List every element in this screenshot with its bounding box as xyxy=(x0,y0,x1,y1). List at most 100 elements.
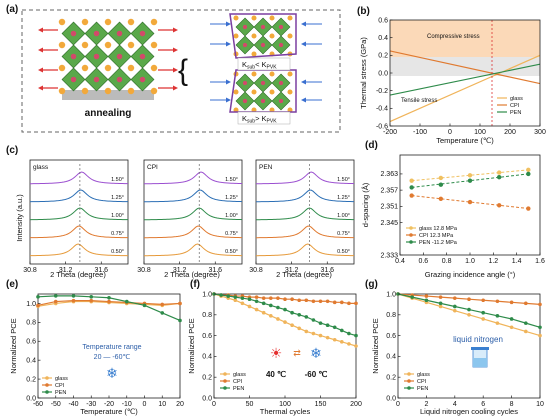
atom-dot xyxy=(104,87,112,95)
panel-f-point xyxy=(297,298,302,303)
panel-f-point xyxy=(340,340,344,344)
panel-c-ylabel: Intensity (a.u.) xyxy=(15,194,24,242)
atom-dot xyxy=(150,87,158,95)
panel-b-label: (b) xyxy=(357,6,370,17)
panel-c-subplot-cpi: CPI 0.50° 0.75° 1.00° 1.25° 1.50° 30.8 31.2 31.6 xyxy=(137,159,243,274)
arrowhead-icon xyxy=(38,47,43,53)
arrows-left xyxy=(38,21,322,103)
arrowhead-icon xyxy=(38,67,43,73)
panel-b-legend-label: glass xyxy=(510,96,523,102)
panel-e-point xyxy=(36,303,40,308)
panel-a-schematic: annealing { Ksub< KPVK Ksub> KPVK xyxy=(21,9,341,133)
panel-c-xlabel-2: 2 Theta (degree) xyxy=(164,270,220,279)
panel-d-legend-label: PEN -11.2 MPa xyxy=(419,240,458,246)
atom-dot xyxy=(287,33,293,39)
ineq-bottom: Ksub> KPVK xyxy=(242,114,277,125)
panel-c-angle-label: 1.25° xyxy=(337,195,350,201)
panel-e-ytick-label: 0.2 xyxy=(26,376,36,383)
panel-b-ylabel: Thermal stress (GPa) xyxy=(359,37,368,109)
panel-c-chart: glass 0.50° 0.75° 1.00° 1.25° 1.50° 30.8 31.2 31… xyxy=(15,159,355,279)
lattice-left xyxy=(58,18,158,100)
panel-c-curve xyxy=(255,189,355,203)
atom-dot xyxy=(233,15,239,21)
panel-e-point xyxy=(178,301,182,306)
atom-dot xyxy=(127,87,135,95)
panel-f-point xyxy=(354,344,358,348)
panel-b-legend-label: PEN xyxy=(510,110,521,116)
panel-e-legend-label: CPI xyxy=(55,383,65,389)
panel-d-fit-line xyxy=(411,173,529,188)
atom-dot xyxy=(81,64,89,72)
panel-e-point xyxy=(53,299,58,304)
compressive-label: Compressive stress xyxy=(427,34,480,40)
cation-dot xyxy=(139,30,146,37)
panel-c-xtick-label: 31.2 xyxy=(59,267,73,274)
panel-f-legend-label: glass xyxy=(233,372,246,378)
panel-f-ytick-label: 0.6 xyxy=(202,333,212,340)
tensile-region xyxy=(390,57,540,76)
panel-g-ytick-label: 0.2 xyxy=(386,375,396,382)
panel-f-point xyxy=(290,323,294,328)
panel-d-point xyxy=(409,193,414,198)
panel-g-legend-label: CPI xyxy=(417,379,427,385)
strain-frame-top xyxy=(229,13,297,59)
panel-d-point xyxy=(409,185,414,190)
panel-c-subplot-title: PEN xyxy=(259,164,273,171)
cation-dot xyxy=(278,42,284,48)
panel-d-legend-marker xyxy=(409,240,413,244)
arrowhead-icon xyxy=(301,97,306,103)
arrowhead-icon xyxy=(226,97,231,103)
panel-b-xtick-label: -100 xyxy=(413,129,427,136)
panel-g-point xyxy=(524,329,528,334)
panel-e-point xyxy=(71,298,76,303)
panel-f-label: (f) xyxy=(190,279,200,290)
annealing-label: annealing xyxy=(85,108,132,119)
panel-e-point xyxy=(160,311,165,315)
panel-f-point xyxy=(332,325,337,330)
panel-b-ytick-label: 0.2 xyxy=(378,53,388,60)
atom-dot xyxy=(287,71,293,77)
panel-f-point xyxy=(269,314,273,318)
cation-dot xyxy=(242,80,248,86)
panel-d-xtick-label: 1.4 xyxy=(512,258,522,265)
panel-d-ytick-label: 2.351 xyxy=(380,204,398,211)
panel-c-xtick-label: 31.2 xyxy=(173,267,187,274)
panel-g-ylabel: Normalized PCE xyxy=(371,318,380,373)
panel-d-xtick-label: 1.6 xyxy=(535,258,545,265)
panel-g-legend-label: glass xyxy=(417,372,430,378)
panel-e-xtick-label: -10 xyxy=(122,401,132,408)
flask-icon xyxy=(471,347,489,368)
panel-e-ytick-label: 0.6 xyxy=(26,339,36,346)
panel-c-angle-label: 1.00° xyxy=(225,213,238,219)
atom-dot xyxy=(81,18,89,26)
panel-c-angle-label: 1.00° xyxy=(111,213,124,219)
panel-g-axes xyxy=(397,293,541,399)
panel-f-legend-label: PEN xyxy=(233,386,244,392)
panel-d-point xyxy=(496,203,502,208)
panel-f-point xyxy=(290,297,294,302)
panel-g-point xyxy=(524,301,528,306)
panel-e-ytick-label: 1.0 xyxy=(26,301,36,308)
panel-d-point xyxy=(496,174,502,180)
panel-g-point xyxy=(495,299,500,304)
panel-d-xtick-label: 0.8 xyxy=(442,258,452,265)
panel-g-legend-label: PEN xyxy=(417,386,428,392)
panel-f-point xyxy=(226,294,230,298)
panel-c-curve xyxy=(255,225,355,239)
panel-f-point xyxy=(254,307,259,312)
atom-dot xyxy=(251,33,257,39)
panel-f-point xyxy=(219,293,223,297)
panel-f-point xyxy=(290,310,294,315)
atom-dot xyxy=(233,89,239,95)
panel-f-xtick-label: 150 xyxy=(315,401,327,408)
panel-g-point xyxy=(524,321,528,325)
cation-dot xyxy=(260,98,266,104)
panel-g-point xyxy=(495,321,500,325)
panel-g-legend-marker xyxy=(407,372,411,376)
panel-g-point xyxy=(453,308,457,313)
panel-c-angle-label: 0.75° xyxy=(111,231,124,237)
panel-g-point xyxy=(538,325,542,330)
panel-g-point xyxy=(481,298,486,303)
atom-dot xyxy=(58,87,66,95)
panel-g-ytick-label: 1.0 xyxy=(386,291,396,298)
